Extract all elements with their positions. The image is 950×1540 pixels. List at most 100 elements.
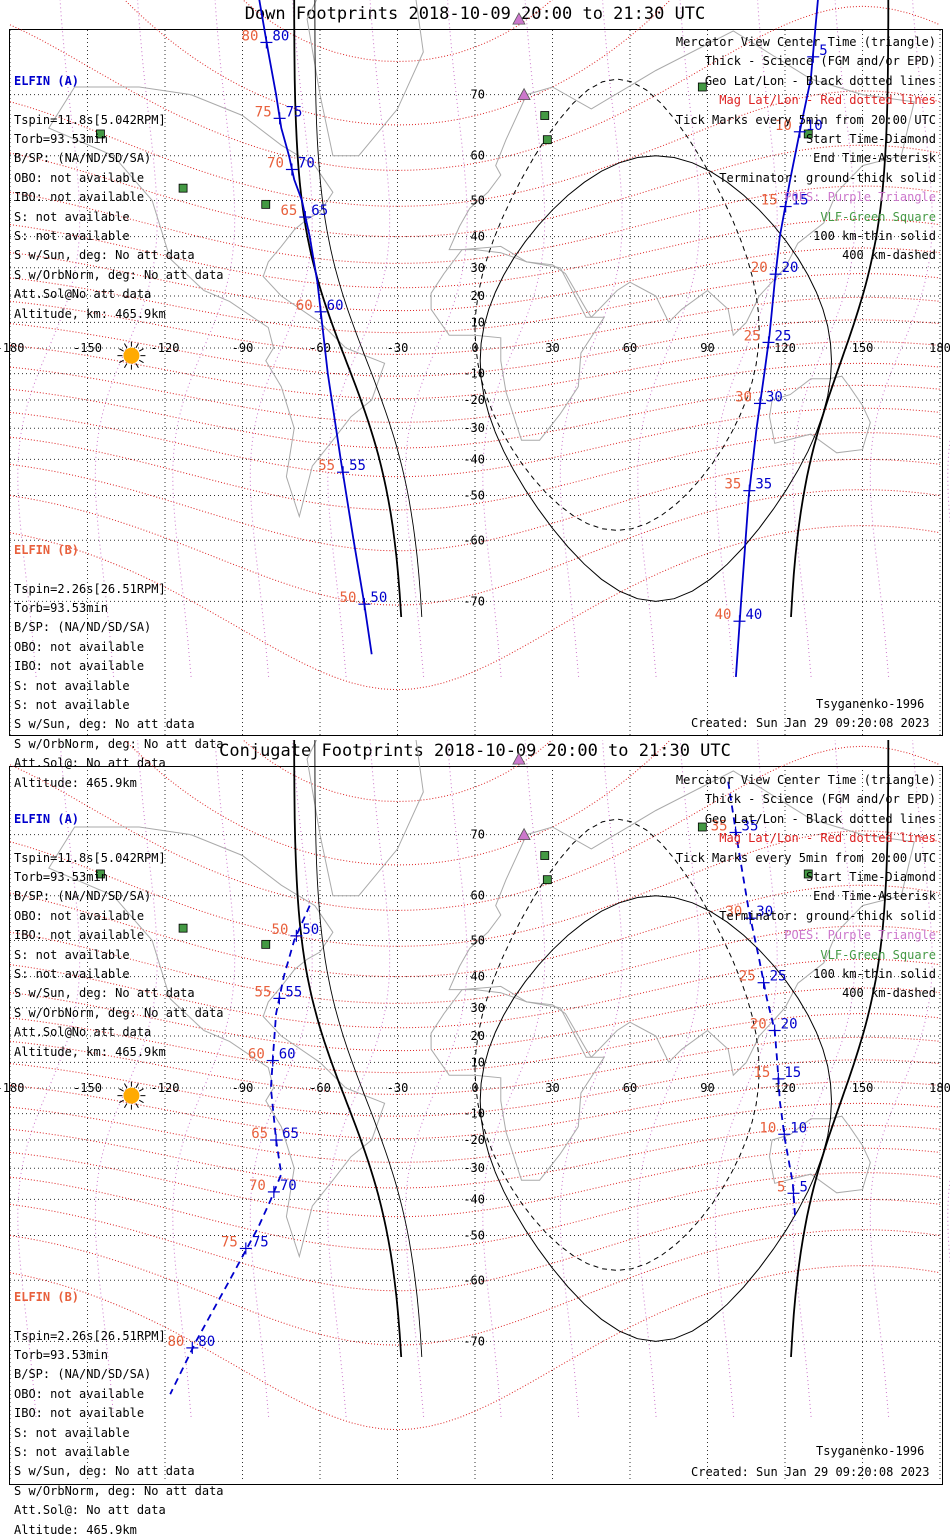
lon-tick-label: 180	[929, 341, 950, 355]
poes-triangle-icon	[517, 827, 531, 841]
sun-ray	[119, 1088, 124, 1092]
track-tick-label-red: 25	[744, 328, 761, 344]
sun-icon	[123, 347, 140, 364]
mag-lon-gridline	[559, 740, 623, 1417]
legend-line: VLF-Green Square	[820, 947, 936, 962]
lat-tick-label: -40	[463, 1192, 485, 1206]
sun-ray	[135, 1083, 139, 1089]
track-tick-label-blue: 70	[280, 1178, 297, 1194]
lat-tick-label: 50	[471, 193, 485, 207]
coastline	[48, 86, 386, 519]
elfin-b-info-conjugate: ELFIN (B) Tspin=2.26s[26.51RPM] Torb=93.5…	[14, 1249, 224, 1540]
legend-line: VLF-Green Square	[820, 209, 936, 224]
track-tick-label-blue: 40	[745, 607, 762, 623]
lon-tick-label: -30	[387, 341, 409, 355]
track-tick-label-red: 65	[251, 1126, 268, 1142]
elfin-a-info-line: S w/Sun, deg: No att data	[14, 248, 195, 263]
track-tick-label-blue: 20	[782, 260, 799, 276]
coastline	[306, 0, 424, 157]
track-tick-label-red: 40	[715, 607, 732, 623]
lat-tick-label: -50	[463, 1229, 485, 1243]
elfin-a-info-line: S w/OrbNorm, deg: No att data	[14, 1005, 224, 1020]
lon-tick-label: -180	[0, 341, 24, 355]
lon-tick-label: -90	[232, 341, 254, 355]
lat-tick-label: 10	[471, 1055, 485, 1069]
elfin-b-info-line: OBO: not available	[14, 1386, 145, 1401]
track-tick-label-blue: 30	[766, 389, 783, 405]
terminator-left	[293, 740, 403, 1358]
legend-down: Mercator View Center Time (triangle) Thic…	[676, 33, 936, 266]
lon-tick-label: -150	[73, 1081, 102, 1095]
poes-triangle-icon	[512, 12, 526, 25]
elfin-a-info-line: S w/OrbNorm, deg: No att data	[14, 267, 224, 282]
mag-lon-gridline	[559, 0, 623, 677]
mag-lat-gridline	[9, 341, 941, 400]
track-tick-label-blue: 55	[285, 984, 302, 1000]
elfin-a-info-line: S: not available	[14, 947, 130, 962]
mag-lon-gridline	[482, 740, 546, 1417]
lon-tick-label: 0	[471, 1081, 478, 1095]
legend-line: Mag Lat/Lon - Red dotted lines	[719, 831, 936, 846]
lon-tick-label: -180	[0, 1081, 24, 1095]
lon-tick-label: -150	[73, 341, 102, 355]
mag-lon-gridline	[869, 0, 933, 677]
elfin-b-info-line: Torb=93.53min	[14, 1348, 108, 1363]
elfin-a-info-line: OBO: not available	[14, 908, 145, 923]
elfin-a-info-line: OBO: not available	[14, 170, 145, 185]
sun-ray	[138, 1099, 144, 1104]
mag-lat-gridline	[9, 1147, 941, 1218]
legend-line: Geo Lat/Lon - Black dotted lines	[704, 811, 936, 826]
terminator-100km-left	[314, 0, 423, 618]
mag-lon-gridline	[249, 0, 313, 677]
mag-lat-gridline	[9, 1265, 941, 1431]
legend-line: Tick Marks every 5min from 20:00 UTC	[675, 112, 936, 127]
legend-line: Tick Marks every 5min from 20:00 UTC	[675, 850, 936, 865]
mag-lat-gridline	[9, 296, 941, 355]
track-tick-label-blue: 15	[792, 193, 809, 209]
elfin-b-info-line: IBO: not available	[14, 1406, 145, 1421]
legend-line: 100 km-thin solid	[813, 967, 936, 982]
legend-line: Start Time-Diamond	[805, 870, 936, 885]
elfin-a-info-line: S: not available	[14, 229, 130, 244]
track-tick-label-blue: 25	[770, 969, 787, 985]
lat-tick-label: -70	[463, 1334, 485, 1348]
mag-lat-gridline	[9, 1059, 941, 1117]
lat-tick-label: -30	[463, 421, 485, 435]
map-frame-conjugate	[9, 766, 943, 1485]
lat-tick-label: -50	[463, 489, 485, 503]
vlf-square-icon	[540, 851, 550, 860]
elfin-b-info-line: S w/Sun, deg: No att data	[14, 717, 195, 732]
mag-lat-gridline	[124, 0, 671, 126]
track-tick-label-red: 15	[753, 1065, 770, 1081]
coastline	[448, 30, 915, 337]
track-tick-label-red: 70	[267, 155, 284, 171]
track-tick-label-blue: 35	[742, 818, 759, 834]
coastline	[768, 375, 871, 454]
footprint-100km-solid	[479, 895, 832, 1342]
lat-tick-label: -10	[463, 367, 485, 381]
track-tick-label-blue: 10	[790, 1120, 807, 1136]
track-tick-label-blue: 35	[755, 477, 772, 493]
mag-lon-gridline	[172, 0, 236, 677]
mag-lon-gridline	[94, 0, 158, 677]
legend-line: Geo Lat/Lon - Black dotted lines	[704, 73, 936, 88]
elfin-a-info-line: S: not available	[14, 967, 130, 982]
vlf-square-icon	[96, 869, 105, 879]
track-tick-label-blue: 75	[252, 1234, 269, 1250]
track-tick-label-red: 20	[751, 260, 768, 276]
mag-lat-gridline	[9, 144, 941, 238]
elfin-a-info-line: Tspin=11.8s[5.042RPM]	[14, 112, 166, 127]
footprint-100km-solid	[479, 155, 832, 602]
track-tick-label-blue: 20	[781, 1017, 798, 1033]
legend-line: End Time-Asterisk	[813, 151, 936, 166]
legend-conjugate: Mercator View Center Time (triangle) Thic…	[676, 771, 936, 1004]
track-tick-label-blue: 60	[279, 1047, 296, 1063]
coastline	[430, 245, 606, 441]
elfin-b-info-line: Altitude: 465.9km	[14, 775, 137, 790]
mag-lon-gridline	[947, 437, 950, 526]
elfin-a-info-line: Att.Sol@No att data	[14, 1025, 152, 1040]
lon-tick-label: 0	[471, 341, 478, 355]
mag-lat-gridline	[9, 319, 941, 377]
track-tick-label-red: 35	[724, 477, 741, 493]
track-tick-label-red: 10	[775, 118, 792, 134]
